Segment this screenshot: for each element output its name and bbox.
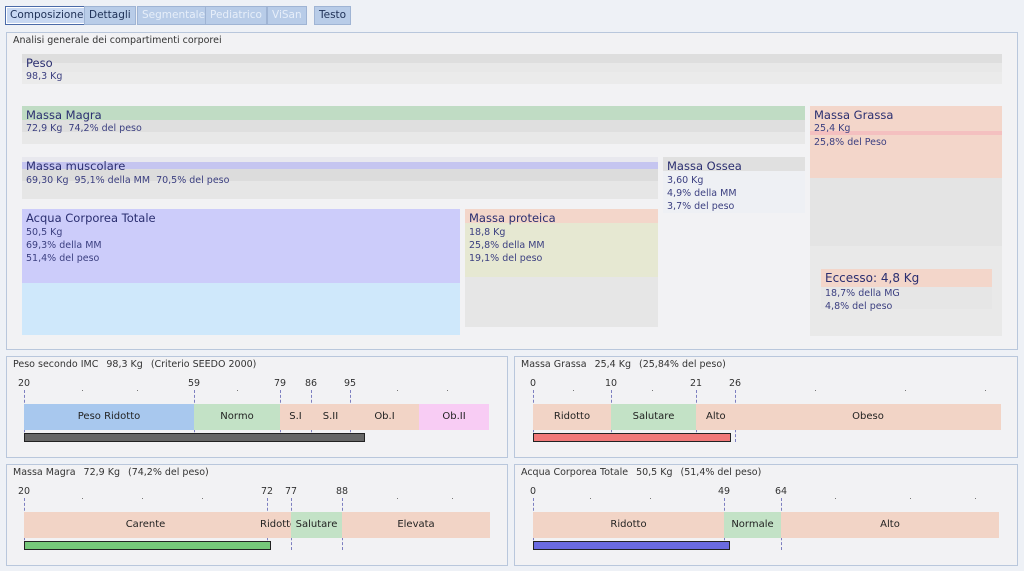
magra-value-bar (24, 541, 271, 550)
acqua-scale-title: Acqua Corporea Totale (521, 467, 629, 478)
imc-note: (Criterio SEEDO 2000) (150, 359, 257, 370)
tab-visan: ViSan (267, 6, 307, 25)
massa-muscolare-pct-mm: 95,1% della MM (74, 175, 151, 186)
grassa-value: 25,4 Kg (594, 359, 632, 370)
imc-tick: 79 (273, 378, 287, 389)
tab-dettagli[interactable]: Dettagli (84, 6, 136, 25)
eccesso-pct-mg: 18,7% della MG (825, 288, 900, 299)
imc-value-bar (24, 433, 365, 442)
grassa-tick: 26 (728, 378, 742, 389)
magra-segment-elevata: Elevata (342, 512, 490, 538)
eccesso-block: Eccesso: 4,8 Kg 18,7% della MG 4,8% del … (821, 269, 992, 312)
massa-proteica-value: 18,8 Kg (469, 227, 506, 238)
acqua-segment-alto: Alto (781, 512, 999, 538)
grassa-segment-ridotto: Ridotto (533, 404, 611, 430)
magra-tick: 88 (335, 486, 349, 497)
massa-proteica-pct-mm: 25,8% della MM (469, 240, 545, 251)
acqua-value-bar (533, 541, 730, 550)
acqua-block: Acqua Corporea Totale 50,5 Kg 69,3% dell… (22, 209, 460, 335)
grassa-segment-alto: Alto (696, 404, 735, 430)
acqua-pct-mm: 69,3% della MM (26, 240, 102, 251)
massa-ossea-value: 3,60 Kg (667, 175, 704, 186)
magra-title: Massa Magra (13, 467, 76, 478)
imc-segment-obii: Ob.II (419, 404, 489, 430)
imc-title: Peso secondo IMC (13, 359, 99, 370)
massa-magra-panel: Massa Magra 72,9 Kg (74,2% del peso) 20 72… (6, 464, 508, 566)
acqua-segment-ridotto: Ridotto (533, 512, 724, 538)
peso-label: Peso (26, 56, 53, 70)
tab-composizione[interactable]: Composizione (5, 6, 89, 25)
magra-tick: 72 (260, 486, 274, 497)
imc-tick: 95 (343, 378, 357, 389)
massa-proteica-pct-peso: 19,1% del peso (469, 253, 543, 264)
tab-segmentale: Segmentale (137, 6, 211, 25)
imc-panel: Peso secondo IMC 98,3 Kg (Criterio SEEDO 2… (6, 356, 508, 458)
magra-note: (74,2% del peso) (127, 467, 209, 478)
massa-grassa-pct: 25,8% del Peso (814, 137, 887, 148)
grassa-tick: 21 (689, 378, 703, 389)
imc-value: 98,3 Kg (106, 359, 143, 370)
imc-segment-sii: S.II (311, 404, 350, 430)
acqua-tick: 64 (774, 486, 788, 497)
imc-tick: 86 (304, 378, 318, 389)
imc-tick: 59 (187, 378, 201, 389)
grassa-note: (25,84% del peso) (639, 359, 726, 370)
magra-segment-salutare: Salutare (291, 512, 342, 538)
massa-magra-block: Massa Magra 72,9 Kg 74,2% del peso (22, 106, 805, 144)
tab-testo[interactable]: Testo (314, 6, 352, 25)
massa-proteica-label: Massa proteica (469, 211, 556, 225)
massa-ossea-pct-mm: 4,9% della MM (667, 188, 737, 199)
massa-muscolare-block: Massa muscolare 69,30 Kg 95,1% della MM 70… (22, 157, 658, 199)
composition-title: Analisi generale dei compartimenti corpo… (13, 35, 222, 46)
grassa-segment-obeso: Obeso (735, 404, 1001, 430)
massa-magra-pct: 74,2% del peso (68, 123, 142, 134)
acqua-pct-peso: 51,4% del peso (26, 253, 100, 264)
acqua-segment-normale: Normale (724, 512, 781, 538)
massa-proteica-block: Massa proteica 18,8 Kg 25,8% della MM 19… (465, 209, 658, 327)
massa-magra-label: Massa Magra (26, 108, 102, 122)
acqua-panel: Acqua Corporea Totale 50,5 Kg (51,4% del p… (514, 464, 1018, 566)
massa-ossea-block: Massa Ossea 3,60 Kg 4,9% della MM 3,7% d… (663, 157, 805, 213)
acqua-value: 50,5 Kg (26, 227, 63, 238)
peso-block: Peso 98,3 Kg (22, 54, 1002, 84)
massa-grassa-value: 25,4 Kg (814, 123, 851, 134)
acqua-tick: 0 (529, 486, 537, 497)
grassa-tick: 0 (529, 378, 537, 389)
eccesso-pct-peso: 4,8% del peso (825, 301, 893, 312)
magra-tick: 20 (17, 486, 31, 497)
magra-tick: 77 (284, 486, 298, 497)
composition-panel: Analisi generale dei compartimenti corpo… (6, 32, 1018, 350)
imc-segment-obi: Ob.I (350, 404, 419, 430)
acqua-tick: 49 (717, 486, 731, 497)
grassa-value-bar (533, 433, 731, 442)
peso-value: 98,3 Kg (26, 71, 63, 82)
magra-segment-carente: Carente (24, 512, 267, 538)
grassa-tick: 10 (604, 378, 618, 389)
magra-value: 72,9 Kg (83, 467, 120, 478)
massa-muscolare-label: Massa muscolare (26, 159, 126, 173)
eccesso-label: Eccesso: 4,8 Kg (825, 271, 920, 285)
massa-muscolare-pct-peso: 70,5% del peso (156, 175, 230, 186)
massa-grassa-panel: Massa Grassa 25,4 Kg (25,84% del peso) 0 1… (514, 356, 1018, 458)
acqua-scale-value: 50,5 Kg (636, 467, 673, 478)
grassa-segment-salutare: Salutare (611, 404, 696, 430)
massa-ossea-label: Massa Ossea (667, 159, 742, 173)
imc-segment-peso-ridotto: Peso Ridotto (24, 404, 194, 430)
tab-pediatrico: Pediatrico (205, 6, 267, 25)
massa-grassa-label: Massa Grassa (814, 108, 894, 122)
acqua-label: Acqua Corporea Totale (26, 211, 156, 225)
massa-magra-value: 72,9 Kg (26, 123, 63, 134)
massa-muscolare-value: 69,30 Kg (26, 175, 69, 186)
massa-ossea-pct-peso: 3,7% del peso (667, 201, 735, 212)
imc-segment-si: S.I (280, 404, 311, 430)
magra-segment-ridotto: Ridotto (260, 512, 296, 538)
imc-tick: 20 (17, 378, 31, 389)
acqua-scale-note: (51,4% del peso) (680, 467, 762, 478)
grassa-title: Massa Grassa (521, 359, 587, 370)
imc-segment-normo: Normo (194, 404, 280, 430)
